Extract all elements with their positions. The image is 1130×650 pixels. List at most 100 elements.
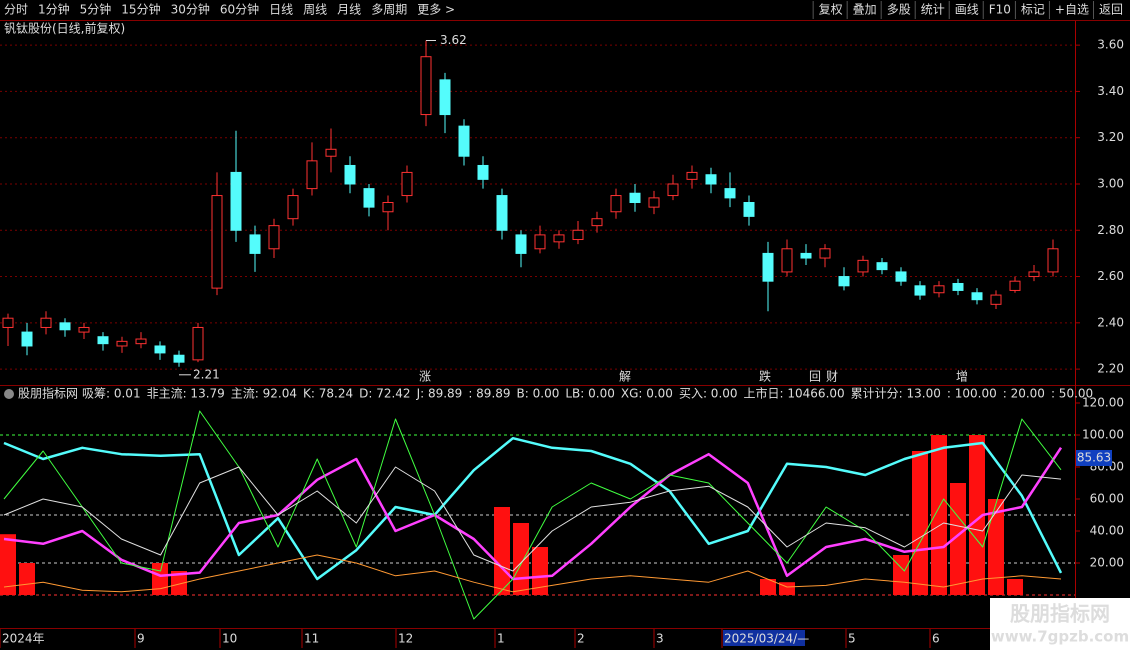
accumulation-bar bbox=[171, 571, 187, 595]
toolbar-button[interactable]: 更多 > bbox=[417, 3, 455, 17]
event-marker[interactable]: 财 bbox=[826, 370, 838, 384]
y-tick-label: 40.00 bbox=[1090, 524, 1124, 538]
candle-body bbox=[2, 317, 14, 328]
date-label: 3 bbox=[656, 632, 664, 646]
y-tick-label: 2.20 bbox=[1097, 362, 1124, 376]
y-tick-label: 3.60 bbox=[1097, 38, 1124, 52]
candle-body bbox=[648, 197, 660, 208]
accumulation-bar bbox=[494, 507, 510, 595]
accumulation-bar bbox=[1007, 579, 1023, 595]
y-tick-label: 2.80 bbox=[1097, 223, 1124, 237]
toolbar-button[interactable]: 周线 bbox=[303, 3, 327, 17]
candle-body bbox=[781, 248, 793, 273]
y-tick-label: 20.00 bbox=[1090, 556, 1124, 570]
indicator-legend: 吸筹: 0.01 bbox=[82, 387, 141, 401]
candle-body bbox=[78, 326, 90, 333]
indicator-icon[interactable] bbox=[4, 389, 14, 399]
candle-body bbox=[401, 171, 413, 197]
indicator-line bbox=[3, 554, 1062, 593]
event-marker[interactable]: 跌 bbox=[759, 369, 771, 384]
y-tick-label: 3.40 bbox=[1097, 84, 1124, 98]
indicator-legend: 买入: 0.00 bbox=[679, 387, 738, 401]
event-marker[interactable]: 回 bbox=[809, 370, 821, 384]
candle-body bbox=[249, 234, 261, 254]
toolbar-button[interactable]: 1分钟 bbox=[38, 2, 70, 17]
indicator-legend: 主流: 92.04 bbox=[231, 387, 297, 401]
toolbar-button[interactable]: 分时 bbox=[4, 3, 28, 17]
y-tick-label: 100.00 bbox=[1082, 428, 1124, 442]
y-tick-label: 2.60 bbox=[1097, 269, 1124, 283]
toolbar-button[interactable]: 画线 bbox=[955, 3, 979, 17]
indicator-legend: : 50.00 bbox=[1051, 387, 1093, 401]
candle-body bbox=[762, 252, 774, 282]
candle-body bbox=[154, 345, 166, 354]
candle-body bbox=[933, 285, 945, 294]
toolbar-button[interactable]: 多周期 bbox=[371, 3, 407, 17]
toolbar-button[interactable]: +自选 bbox=[1055, 3, 1089, 17]
toolbar-button[interactable]: 复权 bbox=[819, 3, 843, 17]
y-tick-label: 3.00 bbox=[1097, 176, 1124, 190]
y-tick-label: 120.00 bbox=[1082, 396, 1124, 410]
toolbar-button[interactable]: 标记 bbox=[1021, 3, 1045, 17]
candle-body bbox=[439, 79, 451, 116]
indicator-legend: B: 0.00 bbox=[517, 387, 560, 401]
candle-body bbox=[344, 164, 356, 185]
indicator-legend: D: 72.42 bbox=[359, 387, 410, 401]
indicator-legend: 上市日: 10466.00 bbox=[744, 386, 845, 401]
toolbar-button[interactable]: 多股 bbox=[887, 3, 911, 17]
candle-body bbox=[21, 331, 33, 347]
date-label: 2025/03/24/— bbox=[724, 632, 809, 646]
date-label: 2 bbox=[577, 632, 585, 646]
accumulation-bar bbox=[912, 451, 928, 595]
candle-body bbox=[895, 271, 907, 282]
indicator-legend: XG: 0.00 bbox=[621, 387, 673, 401]
toolbar-button[interactable]: 60分钟 bbox=[220, 2, 259, 17]
date-label: 11 bbox=[304, 632, 319, 646]
candle-body bbox=[420, 56, 432, 116]
candle-body bbox=[667, 183, 679, 197]
indicator-legend: : 100.00 bbox=[947, 387, 997, 401]
y-tick-label: 2.40 bbox=[1097, 315, 1124, 329]
indicator-line bbox=[3, 466, 1062, 572]
candle-body bbox=[819, 248, 831, 259]
indicator-legend: : 89.89 bbox=[468, 387, 510, 401]
toolbar-button[interactable]: 5分钟 bbox=[80, 2, 112, 17]
date-label: 9 bbox=[137, 632, 145, 646]
event-marker[interactable]: 解 bbox=[619, 370, 631, 384]
toolbar-button[interactable]: 日线 bbox=[269, 3, 293, 17]
stock-title: 钒钛股份(日线,前复权) bbox=[4, 21, 125, 36]
candle-body bbox=[705, 174, 717, 185]
candle-body bbox=[572, 229, 584, 241]
candle-body bbox=[838, 276, 850, 287]
candle-body bbox=[724, 188, 736, 199]
accumulation-bar bbox=[152, 563, 168, 595]
toolbar-button[interactable]: F10 bbox=[989, 3, 1011, 17]
candle-body bbox=[268, 225, 280, 250]
indicator-legend: LB: 0.00 bbox=[565, 387, 615, 401]
candle-body bbox=[363, 188, 375, 208]
candle-body bbox=[192, 326, 204, 361]
toolbar-button[interactable]: 返回 bbox=[1099, 3, 1123, 17]
event-marker[interactable]: 涨 bbox=[419, 369, 431, 384]
candle-body bbox=[287, 195, 299, 220]
toolbar-button[interactable]: 统计 bbox=[921, 3, 945, 17]
candle-body bbox=[59, 322, 71, 331]
toolbar-button[interactable]: 月线 bbox=[337, 3, 361, 17]
indicator-legend: J: 89.89 bbox=[416, 387, 463, 401]
candle-body bbox=[610, 195, 622, 213]
candle-body bbox=[496, 195, 508, 231]
toolbar-button[interactable]: 30分钟 bbox=[171, 2, 210, 17]
candle-body bbox=[743, 202, 755, 217]
toolbar-button[interactable]: 15分钟 bbox=[121, 2, 160, 17]
indicator-legend: 非主流: 13.79 bbox=[147, 387, 225, 401]
candle-body bbox=[230, 171, 242, 231]
candle-body bbox=[857, 259, 869, 273]
candle-body bbox=[952, 282, 964, 291]
toolbar-button[interactable]: 叠加 bbox=[853, 3, 877, 17]
accumulation-bar bbox=[19, 563, 35, 595]
candle-body bbox=[629, 192, 641, 204]
indicator-line bbox=[3, 447, 1063, 581]
event-marker[interactable]: 增 bbox=[956, 370, 968, 384]
candle-body bbox=[40, 317, 52, 328]
